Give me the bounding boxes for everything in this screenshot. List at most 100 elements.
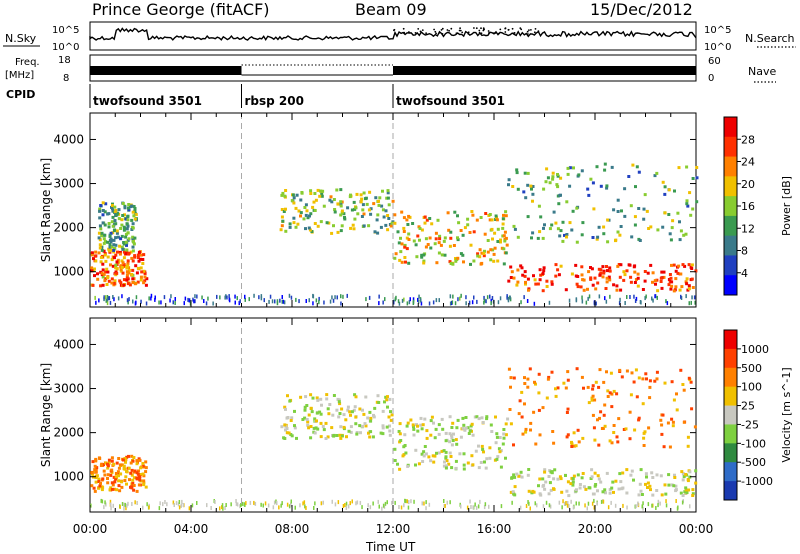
echo-cell: [373, 406, 377, 410]
echo-cell: [360, 215, 364, 218]
clutter-cell: [483, 298, 486, 303]
echo-cell: [591, 283, 595, 287]
clutter-cell: [172, 500, 175, 505]
echo-cell: [599, 268, 603, 272]
clutter-cell: [381, 506, 383, 511]
echo-cell: [458, 452, 462, 456]
nsearch-dot: [458, 29, 461, 32]
clutter-cell: [336, 295, 338, 300]
echo-cell: [99, 227, 103, 231]
echo-cell: [490, 227, 494, 231]
echo-cell: [117, 457, 121, 460]
echo-cell: [565, 235, 568, 239]
echo-cell: [387, 217, 391, 220]
echo-cell: [305, 404, 309, 407]
echo-cell: [545, 167, 549, 171]
echo-cell: [546, 377, 550, 381]
colorbar-swatch: [724, 405, 737, 425]
clutter-cell: [162, 502, 164, 507]
echo-cell: [638, 239, 642, 242]
nsearch-dot: [483, 28, 485, 30]
echo-cell: [504, 214, 508, 218]
echo-cell: [595, 165, 599, 169]
nave-label: Nave: [748, 65, 776, 78]
echo-cell: [123, 479, 127, 482]
echo-cell: [634, 368, 638, 372]
echo-cell: [568, 221, 572, 225]
echo-cell: [420, 228, 424, 232]
echo-cell: [448, 260, 452, 264]
echo-cell: [660, 423, 664, 427]
echo-cell: [450, 466, 454, 470]
echo-cell: [116, 235, 120, 239]
echo-cell: [449, 262, 453, 265]
echo-cell: [695, 200, 699, 204]
echo-cell: [359, 200, 363, 204]
clutter-cell: [347, 504, 350, 509]
clutter-cell: [288, 504, 291, 509]
clutter-cell: [655, 506, 657, 510]
clutter-cell: [404, 498, 406, 503]
clutter-cell: [404, 499, 407, 504]
echo-cell: [507, 279, 511, 283]
echo-cell: [407, 238, 411, 241]
echo-cell: [390, 413, 394, 417]
clutter-cell: [318, 296, 320, 301]
echo-cell: [338, 402, 342, 406]
echo-cell: [681, 472, 685, 476]
echo-cell: [302, 217, 306, 221]
echo-cell: [566, 172, 570, 176]
echo-cell: [687, 287, 691, 291]
echo-cell: [381, 426, 385, 430]
echo-cell: [379, 431, 383, 435]
echo-cell: [632, 478, 635, 482]
clutter-cell: [224, 295, 226, 300]
echo-cell: [366, 416, 370, 420]
echo-cell: [106, 462, 109, 466]
clutter-cell: [281, 295, 283, 299]
echo-cell: [448, 432, 452, 436]
clutter-cell: [526, 299, 529, 303]
clutter-cell: [312, 301, 314, 306]
echo-cell: [303, 416, 307, 420]
echo-cell: [336, 397, 340, 401]
echo-cell: [97, 456, 101, 460]
echo-cell: [381, 409, 385, 413]
echo-cell: [659, 276, 663, 280]
echo-cell: [127, 466, 131, 470]
clutter-cell: [654, 294, 656, 299]
clutter-cell: [298, 299, 300, 304]
echo-cell: [352, 227, 356, 231]
echo-cell: [462, 260, 465, 264]
echo-cell: [570, 228, 574, 232]
echo-cell: [283, 194, 287, 198]
clutter-cell: [100, 498, 102, 503]
echo-cell: [538, 268, 542, 272]
echo-cell: [309, 393, 313, 397]
echo-cell: [574, 444, 578, 448]
clutter-cell: [644, 296, 646, 301]
echo-cell: [369, 416, 373, 420]
echo-cell: [552, 210, 556, 214]
clutter-cell: [533, 301, 536, 306]
echo-cell: [461, 416, 465, 420]
echo-cell: [649, 225, 653, 229]
echo-cell: [575, 240, 579, 244]
echo-cell: [315, 419, 318, 423]
clutter-cell: [629, 295, 631, 299]
echo-cell: [545, 279, 549, 283]
echo-cell: [541, 272, 545, 275]
echo-cell: [648, 484, 652, 488]
echo-cell: [466, 461, 470, 465]
echo-cell: [526, 385, 530, 389]
clutter-cell: [334, 295, 336, 300]
date-title: 15/Dec/2012: [590, 0, 693, 19]
echo-cell: [640, 493, 644, 496]
echo-cell: [481, 447, 485, 451]
clutter-cell: [519, 505, 522, 510]
echo-cell: [494, 415, 497, 419]
echo-cell: [306, 423, 310, 427]
y-axis-label: Slant Range [km]: [39, 363, 53, 467]
echo-cell: [576, 275, 580, 278]
